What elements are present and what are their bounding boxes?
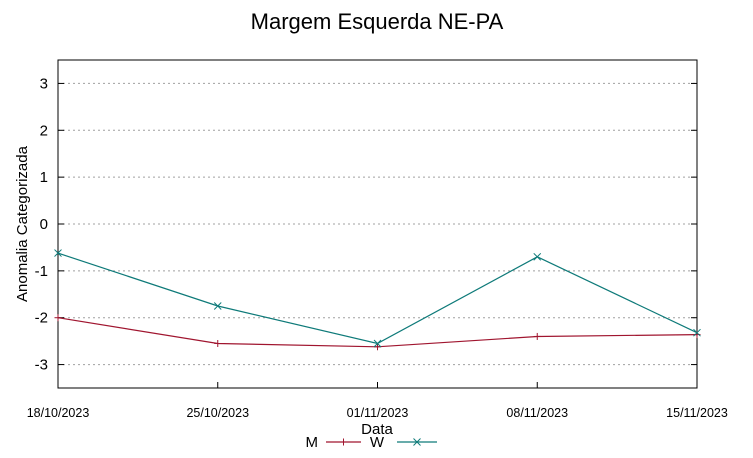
series-m: [54, 314, 701, 351]
y-tick-label: -2: [35, 310, 48, 327]
grid-lines: [58, 82, 697, 366]
x-tick-label: 18/10/2023: [27, 406, 90, 420]
data-point-w: [533, 252, 542, 261]
y-tick-label: 2: [40, 122, 48, 139]
series-w: [54, 249, 701, 348]
y-axis-label: Anomalia Categorizada: [14, 145, 31, 302]
y-tick-label: 1: [40, 169, 48, 186]
x-tick-label: 25/10/2023: [186, 406, 249, 420]
legend-label-m: M: [306, 434, 319, 451]
x-tick-label: 08/11/2023: [506, 406, 568, 420]
y-tick-label: 3: [40, 75, 48, 92]
y-tick-label: 0: [40, 216, 48, 233]
legend-label-w: W: [370, 434, 385, 451]
x-axis-ticks: 18/10/2023 25/10/2023 01/11/2023 08/11/2023…: [27, 382, 728, 420]
y-tick-label: -1: [35, 263, 48, 280]
x-axis-label: Data: [361, 421, 393, 438]
data-point-w: [213, 302, 222, 310]
series-line-m: [57, 317, 698, 348]
series-layer: [54, 249, 701, 351]
data-point-w: [54, 249, 62, 257]
y-axis-ticks: -3 -2 -1 0 1 2 3: [35, 75, 697, 374]
data-point-w: [373, 339, 382, 348]
y-tick-label: -3: [35, 357, 48, 374]
x-tick-label: 01/11/2023: [347, 406, 409, 420]
x-tick-label: 15/11/2023: [666, 406, 728, 420]
data-point-w: [693, 328, 701, 337]
series-line-w: [57, 252, 698, 345]
legend-marker-w: [413, 438, 421, 446]
chart-title: Margem Esquerda NE-PA: [251, 9, 504, 34]
